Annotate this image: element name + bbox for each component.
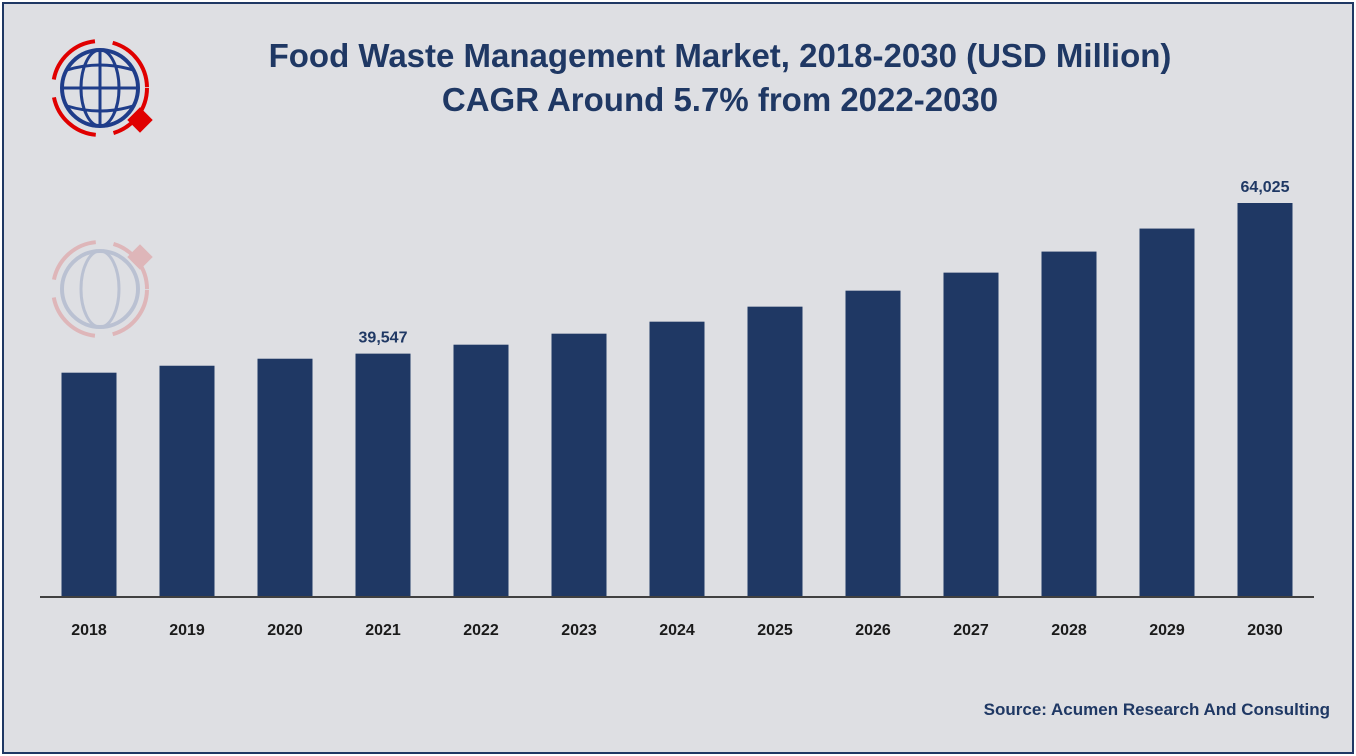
bar-2019: [159, 365, 215, 597]
x-tick-label: 2021: [365, 622, 401, 639]
bar-2030: [1237, 203, 1293, 597]
x-tick-label: 2028: [1051, 622, 1087, 639]
x-tick-label: 2026: [855, 622, 891, 639]
bar-2029: [1139, 228, 1195, 598]
bar-2018: [61, 372, 117, 597]
x-tick-label: 2025: [757, 622, 793, 639]
bar-2020: [257, 358, 313, 597]
x-tick-label: 2029: [1149, 622, 1185, 639]
bar-2025: [747, 306, 803, 597]
bar-2024: [649, 321, 705, 597]
chart-title: Food Waste Management Market, 2018-2030 …: [268, 37, 1172, 74]
chart-subtitle: CAGR Around 5.7% from 2022-2030: [441, 81, 999, 118]
x-tick-label: 2020: [267, 622, 303, 639]
data-label-2030: 64,025: [1241, 179, 1290, 196]
bar-2023: [551, 333, 607, 597]
x-tick-label: 2030: [1247, 622, 1283, 639]
bar-2027: [943, 272, 999, 597]
bar-2028: [1041, 251, 1097, 598]
logo-reflection-icon: [51, 240, 153, 338]
logo-icon: [51, 39, 153, 137]
x-tick-label: 2027: [953, 622, 989, 639]
x-tick-label: 2019: [169, 622, 205, 639]
data-label-2021: 39,547: [359, 330, 408, 347]
bar-2022: [453, 344, 509, 597]
x-tick-label: 2018: [71, 622, 107, 639]
x-tick-label: 2023: [561, 622, 597, 639]
bar-2026: [845, 290, 901, 597]
bar-2021: [355, 353, 411, 597]
source-note: Source: Acumen Research And Consulting: [983, 700, 1330, 719]
x-tick-label: 2024: [659, 622, 695, 639]
x-tick-label: 2022: [463, 622, 499, 639]
